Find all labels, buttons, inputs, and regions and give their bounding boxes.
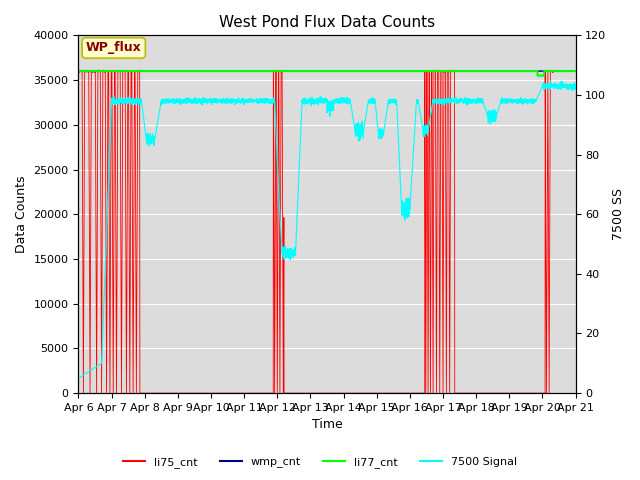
Y-axis label: 7500 SS: 7500 SS [612,188,625,240]
X-axis label: Time: Time [312,419,342,432]
Legend: li75_cnt, wmp_cnt, li77_cnt, 7500 Signal: li75_cnt, wmp_cnt, li77_cnt, 7500 Signal [118,452,522,472]
Y-axis label: Data Counts: Data Counts [15,176,28,253]
Title: West Pond Flux Data Counts: West Pond Flux Data Counts [219,15,435,30]
Text: WP_flux: WP_flux [86,41,141,54]
